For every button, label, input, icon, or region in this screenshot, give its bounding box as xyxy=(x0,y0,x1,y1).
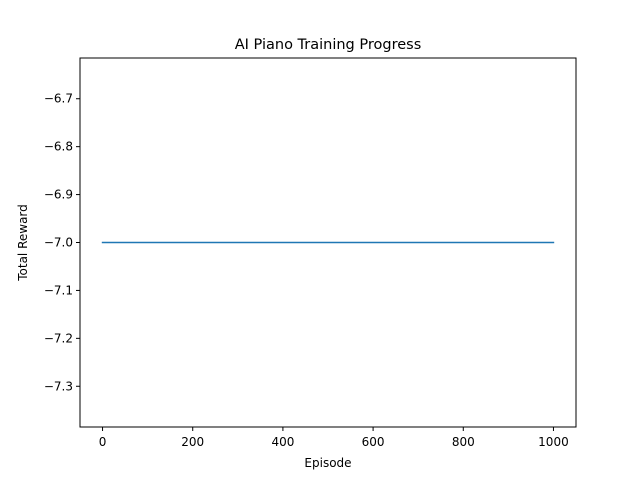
x-tick-label: 0 xyxy=(99,435,107,449)
y-tick-label: −7.2 xyxy=(44,331,73,345)
x-tick-label: 1000 xyxy=(538,435,569,449)
y-tick-label: −7.0 xyxy=(44,236,73,250)
x-axis-label: Episode xyxy=(304,456,351,470)
y-tick-label: −6.9 xyxy=(44,188,73,202)
x-tick-label: 600 xyxy=(362,435,385,449)
y-axis-label: Total Reward xyxy=(16,204,30,282)
x-tick-label: 200 xyxy=(181,435,204,449)
y-tick-label: −6.7 xyxy=(44,92,73,106)
y-axis-ticks: −6.7 −6.8 −6.9 −7.0 −7.1 −7.2 −7.3 xyxy=(44,92,80,393)
x-tick-label: 800 xyxy=(452,435,475,449)
y-tick-label: −6.8 xyxy=(44,140,73,154)
x-tick-label: 400 xyxy=(271,435,294,449)
chart-title: AI Piano Training Progress xyxy=(235,37,422,53)
y-tick-label: −7.1 xyxy=(44,283,73,297)
y-tick-label: −7.3 xyxy=(44,379,73,393)
x-axis-ticks: 0 200 400 600 800 1000 xyxy=(99,427,569,449)
